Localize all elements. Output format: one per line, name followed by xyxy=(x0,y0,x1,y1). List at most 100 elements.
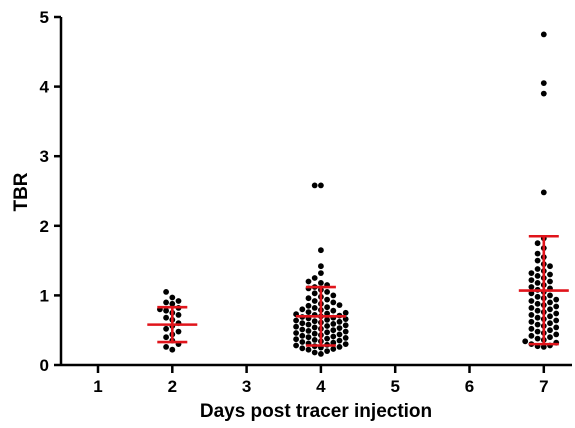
data-point xyxy=(534,335,541,342)
data-point xyxy=(336,331,343,338)
data-point xyxy=(534,257,541,264)
data-point xyxy=(547,306,553,313)
data-point xyxy=(163,334,170,341)
data-point xyxy=(305,334,312,341)
data-point xyxy=(540,80,547,86)
data-point xyxy=(547,278,553,285)
data-point xyxy=(330,339,337,346)
data-point xyxy=(318,182,324,189)
x-tick-label: 7 xyxy=(539,377,548,396)
data-point xyxy=(330,307,337,314)
data-point xyxy=(324,329,330,336)
data-point xyxy=(305,295,312,302)
data-point xyxy=(553,296,560,303)
data-point xyxy=(342,328,349,335)
data-point xyxy=(163,299,170,306)
data-point xyxy=(553,324,560,331)
data-point xyxy=(330,321,337,327)
data-point xyxy=(311,275,318,281)
data-point xyxy=(528,290,535,297)
data-point xyxy=(336,302,343,308)
data-point xyxy=(299,306,306,313)
data-point xyxy=(324,316,330,323)
data-point xyxy=(553,317,560,324)
data-point xyxy=(534,250,541,257)
x-tick-label: 6 xyxy=(465,377,474,396)
data-point xyxy=(318,263,324,270)
data-point xyxy=(299,332,306,339)
data-point xyxy=(342,341,349,347)
data-point xyxy=(163,307,170,314)
data-point xyxy=(540,31,547,38)
data-point xyxy=(318,280,324,286)
data-point xyxy=(311,298,318,304)
data-point xyxy=(534,300,541,307)
data-point xyxy=(330,346,337,352)
data-point xyxy=(528,332,535,339)
data-point xyxy=(318,270,324,276)
data-point xyxy=(324,310,330,317)
data-point xyxy=(330,292,337,299)
data-point xyxy=(547,313,553,320)
chart-axes: 0 1 2 3 4 5 1 2 3 4 5 6 7 xyxy=(40,8,572,396)
data-point xyxy=(163,344,170,350)
data-point xyxy=(534,240,541,247)
y-tick-label: 0 xyxy=(40,356,49,375)
x-tick-label: 3 xyxy=(242,377,251,396)
data-point xyxy=(163,325,170,332)
data-point xyxy=(547,292,553,299)
data-point xyxy=(528,312,535,318)
data-point xyxy=(534,321,541,328)
data-point xyxy=(311,305,318,311)
chart-marks xyxy=(147,31,569,357)
data-point xyxy=(534,273,541,279)
data-point xyxy=(528,318,535,325)
x-tick-label: 5 xyxy=(390,377,399,396)
data-point xyxy=(528,277,535,283)
data-point xyxy=(534,307,541,314)
data-point xyxy=(336,337,343,344)
data-point xyxy=(336,344,343,350)
data-point xyxy=(342,322,349,329)
data-point xyxy=(299,345,306,352)
data-point xyxy=(553,331,560,338)
data-point xyxy=(534,266,541,272)
data-point xyxy=(324,296,330,303)
data-point xyxy=(547,299,553,306)
data-point xyxy=(311,337,318,343)
data-point xyxy=(311,349,318,356)
data-point xyxy=(293,342,299,349)
data-point xyxy=(342,335,349,341)
data-point xyxy=(169,300,176,307)
data-point xyxy=(324,289,330,295)
data-point xyxy=(528,284,535,290)
data-point xyxy=(522,338,529,345)
data-point xyxy=(318,351,324,357)
data-point xyxy=(336,318,343,325)
data-point xyxy=(324,335,330,342)
data-point xyxy=(163,314,170,321)
data-point xyxy=(330,299,337,306)
data-point xyxy=(311,290,318,297)
data-point xyxy=(553,310,560,317)
x-tick-label: 4 xyxy=(316,377,326,396)
data-point xyxy=(540,189,547,196)
data-point xyxy=(547,271,553,278)
data-point xyxy=(175,328,182,335)
x-axis-title: Days post tracer injection xyxy=(200,401,432,422)
data-point xyxy=(305,278,312,285)
y-tick-label: 3 xyxy=(40,147,49,166)
data-point xyxy=(528,325,535,332)
data-point xyxy=(299,339,306,345)
data-point xyxy=(528,298,535,304)
data-point xyxy=(330,333,337,340)
data-point xyxy=(336,325,343,331)
data-point xyxy=(342,309,349,316)
data-point xyxy=(293,330,299,336)
y-tick-label: 2 xyxy=(40,217,49,236)
data-point xyxy=(547,263,553,270)
data-point xyxy=(547,327,553,334)
data-point xyxy=(553,303,560,310)
